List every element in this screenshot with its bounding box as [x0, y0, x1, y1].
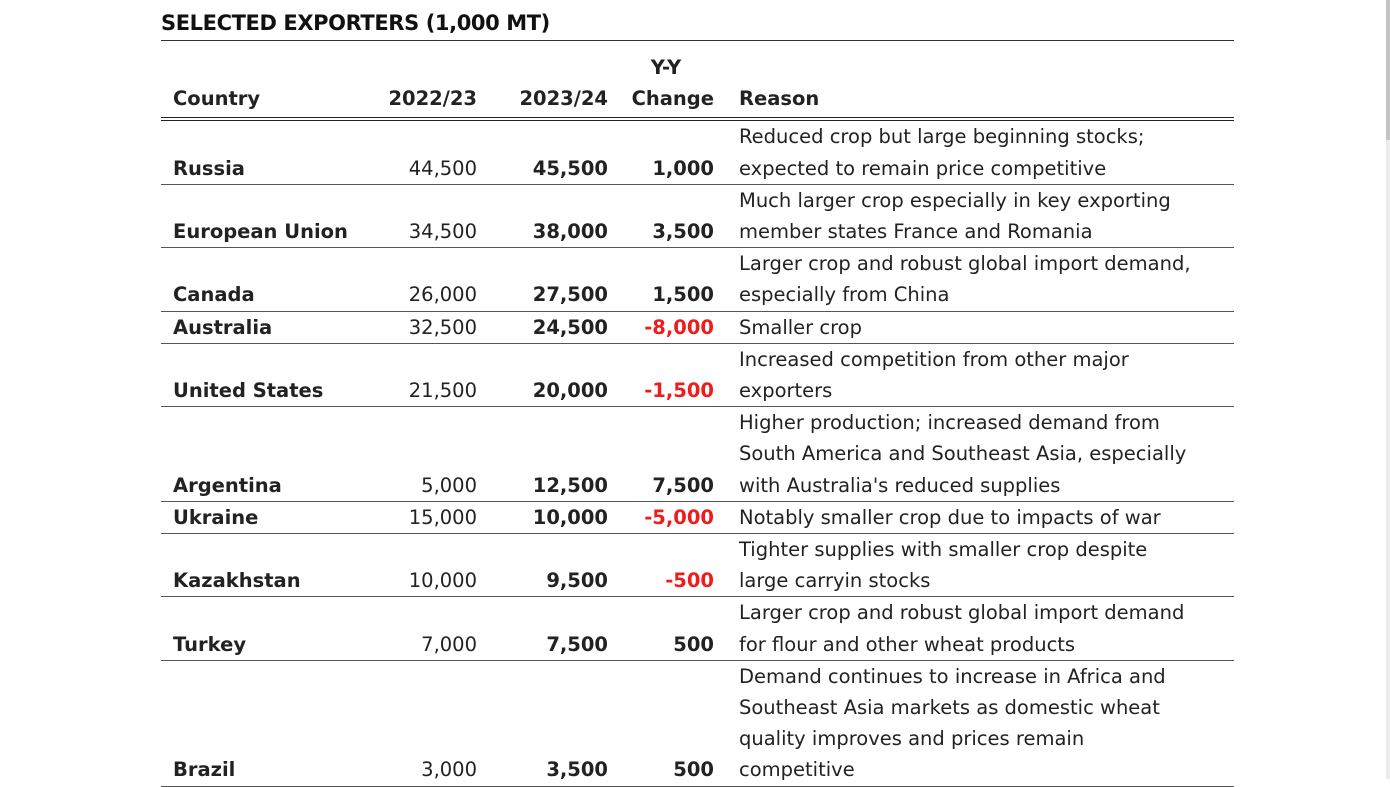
scrollbar-thumb[interactable] [1386, 0, 1390, 140]
table-body: Russia 44,500 45,500 1,000 Reduced crop but … [161, 119, 1234, 787]
cell-yy-change: 500 [608, 596, 714, 661]
table-title: SELECTED EXPORTERS (1,000 MT) [161, 11, 550, 35]
cell-2022-23: 10,000 [369, 533, 477, 598]
table-row: United States 21,500 20,000 -1,500 Increased… [161, 343, 1234, 408]
header-reason: Reason [714, 52, 1234, 122]
header-change-label: Change [631, 87, 714, 111]
header-yy-label: Y-Y [650, 56, 682, 79]
cell-reason: Larger crop and robust global import dem… [714, 247, 1234, 312]
table-row: Ukraine 15,000 10,000 -5,000 Notably smaller… [161, 501, 1234, 535]
cell-2022-23: 21,500 [369, 343, 477, 408]
cell-country: Kazakhstan [161, 533, 369, 598]
reason-line: Larger crop and robust global import dem… [739, 252, 1191, 276]
cell-country: Turkey [161, 596, 369, 661]
title-rule [161, 40, 1234, 41]
cell-reason: Much larger crop especially in key expor… [714, 184, 1234, 249]
table-row: Turkey 7,000 7,500 500 Larger crop and robus… [161, 596, 1234, 661]
cell-2022-23: 7,000 [369, 596, 477, 661]
table-row: Kazakhstan 10,000 9,500 -500 Tighter supplie… [161, 533, 1234, 598]
cell-2022-23: 15,000 [369, 501, 477, 535]
table-header: Country 2022/23 2023/24 Y-Y Change Reaso… [161, 52, 1234, 122]
cell-2023-24: 45,500 [477, 119, 608, 185]
cell-country: United States [161, 343, 369, 408]
header-2022-23: 2022/23 [369, 52, 477, 122]
cell-2022-23: 26,000 [369, 247, 477, 312]
header-row: Country 2022/23 2023/24 Y-Y Change Reaso… [161, 52, 1234, 122]
cell-2023-24: 3,500 [477, 660, 608, 787]
exporters-table: Country 2022/23 2023/24 Y-Y Change Reaso… [161, 52, 1234, 787]
cell-country: European Union [161, 184, 369, 249]
reason-line: with Australia's reduced supplies [739, 473, 1061, 497]
reason-line: South America and Southeast Asia, especi… [739, 442, 1187, 466]
cell-country: Brazil [161, 660, 369, 787]
table-row: Argentina 5,000 12,500 7,500 Higher producti… [161, 406, 1234, 502]
cell-reason: Larger crop and robust global import dem… [714, 596, 1234, 661]
cell-2022-23: 34,500 [369, 184, 477, 249]
cell-2023-24: 27,500 [477, 247, 608, 312]
cell-country: Argentina [161, 406, 369, 502]
cell-yy-change: 7,500 [608, 406, 714, 502]
cell-2023-24: 24,500 [477, 311, 608, 344]
cell-country: Canada [161, 247, 369, 312]
cell-2023-24: 38,000 [477, 184, 608, 249]
cell-yy-change: 1,500 [608, 247, 714, 312]
cell-reason: Increased competition from other major ex… [714, 343, 1234, 408]
reason-line: member states France and Romania [739, 220, 1093, 244]
cell-yy-change: 500 [608, 660, 714, 787]
reason-line: Larger crop and robust global import dem… [739, 601, 1185, 625]
reason-line: expected to remain price competitive [739, 156, 1107, 180]
reason-line: large carryin stocks [739, 569, 931, 593]
cell-2023-24: 12,500 [477, 406, 608, 502]
cell-country: Ukraine [161, 501, 369, 535]
cell-reason: Notably smaller crop due to impacts of w… [714, 501, 1234, 535]
reason-line: exporters [739, 379, 833, 403]
cell-yy-change: 1,000 [608, 119, 714, 185]
header-2023-24: 2023/24 [477, 52, 608, 122]
table-row: Russia 44,500 45,500 1,000 Reduced crop but … [161, 119, 1234, 185]
reason-line: Tighter supplies with smaller crop despi… [739, 538, 1148, 562]
reason-line: Higher production; increased demand from [739, 411, 1160, 435]
cell-reason: Tighter supplies with smaller crop despi… [714, 533, 1234, 598]
cell-reason: Smaller crop [714, 311, 1234, 344]
reason-line: Reduced crop but large beginning stocks; [739, 125, 1145, 149]
cell-2022-23: 44,500 [369, 119, 477, 185]
cell-yy-change: 3,500 [608, 184, 714, 249]
cell-yy-change: -5,000 [608, 501, 714, 535]
header-country: Country [161, 52, 369, 122]
table-row: Australia 32,500 24,500 -8,000 Smaller crop [161, 311, 1234, 344]
cell-2023-24: 10,000 [477, 501, 608, 535]
reason-line: Smaller crop [739, 315, 862, 339]
reason-line: quality improves and prices remain [739, 727, 1085, 751]
cell-yy-change: -1,500 [608, 343, 714, 408]
cell-2022-23: 5,000 [369, 406, 477, 502]
cell-2022-23: 32,500 [369, 311, 477, 344]
reason-line: especially from China [739, 283, 950, 307]
reason-line: competitive [739, 758, 855, 782]
reason-line: for flour and other wheat products [739, 632, 1076, 656]
cell-reason: Demand continues to increase in Africa a… [714, 660, 1234, 787]
table-row: Brazil 3,000 3,500 500 Demand continues to i… [161, 660, 1234, 787]
reason-line: Notably smaller crop due to impacts of w… [739, 505, 1161, 529]
table-row: Canada 26,000 27,500 1,500 Larger crop and r… [161, 247, 1234, 312]
cell-reason: Reduced crop but large beginning stocks;… [714, 119, 1234, 185]
cell-yy-change: -500 [608, 533, 714, 598]
reason-line: Demand continues to increase in Africa a… [739, 664, 1166, 688]
cell-2022-23: 3,000 [369, 660, 477, 787]
reason-line: Southeast Asia markets as domestic wheat [739, 696, 1160, 720]
cell-country: Australia [161, 311, 369, 344]
cell-2023-24: 9,500 [477, 533, 608, 598]
header-yy-change: Y-Y Change [608, 52, 714, 122]
cell-country: Russia [161, 119, 369, 185]
cell-2023-24: 20,000 [477, 343, 608, 408]
reason-line: Increased competition from other major [739, 347, 1129, 371]
table-row: European Union 34,500 38,000 3,500 Much larg… [161, 184, 1234, 249]
vertical-scrollbar[interactable] [1386, 0, 1390, 779]
reason-line: Much larger crop especially in key expor… [739, 188, 1171, 212]
cell-2023-24: 7,500 [477, 596, 608, 661]
cell-yy-change: -8,000 [608, 311, 714, 344]
cell-reason: Higher production; increased demand from… [714, 406, 1234, 502]
